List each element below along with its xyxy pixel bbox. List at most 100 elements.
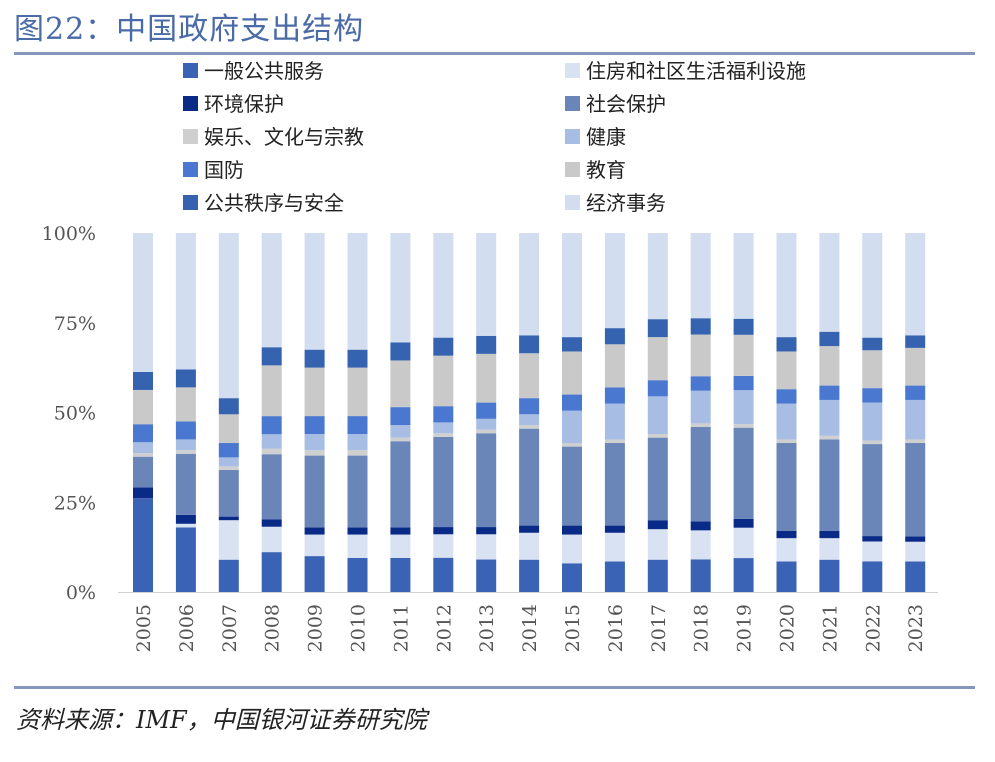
bar-segment-2005-5	[133, 442, 153, 454]
bar-stack-2008	[261, 233, 282, 592]
bar-segment-2012-6	[433, 406, 454, 423]
bar-segment-2007-0	[218, 559, 239, 592]
bar-segment-2006-3	[175, 453, 196, 515]
bar-segment-2016-7	[604, 344, 625, 388]
bar-segment-2011-3	[390, 441, 411, 528]
bar-stack-2023	[905, 233, 926, 592]
bar-segment-2022-6	[862, 388, 883, 403]
bar-segment-2010-1	[347, 534, 368, 558]
y-axis: 0% 25% 50% 75% 100%	[42, 223, 938, 604]
bar-segment-2018-9	[690, 233, 711, 319]
bar-segment-2011-4	[390, 437, 411, 442]
bar-segment-2010-2	[347, 527, 368, 535]
bar-segment-2023-7	[905, 347, 926, 386]
source-note: 资料来源：IMF，中国银河证券研究院	[16, 706, 427, 734]
bar-segment-2006-6	[175, 421, 196, 440]
bar-segment-2009-6	[304, 416, 325, 435]
bar-segment-2006-4	[175, 450, 196, 454]
x-tick-label-2008: 2008	[262, 604, 284, 652]
legend-swatch-6	[183, 162, 198, 177]
bar-segment-2018-5	[690, 390, 711, 424]
legend-label-4: 娱乐、文化与宗教	[204, 125, 364, 149]
bar-segment-2019-7	[733, 334, 754, 376]
legend-label-7: 教育	[586, 158, 626, 182]
bar-segment-2014-3	[519, 428, 540, 526]
bar-segment-2013-3	[476, 433, 497, 528]
bar-segment-2021-0	[819, 559, 840, 592]
bar-segment-2020-5	[776, 403, 797, 440]
bar-segment-2022-3	[862, 444, 883, 537]
bar-segment-2018-8	[690, 318, 711, 335]
bar-stack-2007	[218, 233, 239, 592]
bar-segment-2015-8	[562, 337, 582, 352]
bar-stack-2016	[604, 233, 625, 592]
bar-segment-2006-9	[175, 233, 196, 370]
bar-segment-2008-2	[261, 519, 282, 527]
bar-segment-2013-6	[476, 402, 497, 419]
bar-segment-2013-8	[476, 335, 497, 354]
bar-segment-2015-1	[562, 534, 582, 564]
legend-swatch-5	[565, 129, 580, 144]
bar-segment-2014-4	[519, 425, 540, 429]
bar-segment-2016-1	[604, 532, 625, 562]
bar-segment-2014-2	[519, 525, 540, 533]
bar-segment-2008-3	[261, 454, 282, 520]
y-tick-label-3: 75%	[54, 313, 96, 335]
bar-segment-2015-2	[562, 525, 582, 535]
legend-label-3: 社会保护	[586, 92, 666, 116]
bar-segment-2013-5	[476, 418, 497, 430]
x-tick-label-2006: 2006	[176, 604, 198, 652]
bar-segment-2023-5	[905, 399, 926, 440]
bar-segment-2010-4	[347, 450, 368, 456]
bar-segment-2006-0	[175, 527, 196, 592]
x-tick-label-2019: 2019	[734, 604, 756, 652]
bar-segment-2010-8	[347, 349, 368, 368]
bar-segment-2014-5	[519, 414, 540, 426]
legend-label-8: 公共秩序与安全	[204, 191, 344, 215]
y-tick-label-1: 25%	[54, 492, 96, 514]
bar-segment-2017-2	[647, 520, 668, 530]
bar-segment-2014-1	[519, 532, 540, 560]
bar-segment-2018-2	[690, 521, 711, 531]
bar-segment-2010-7	[347, 367, 368, 417]
bar-segment-2021-6	[819, 385, 840, 400]
bar-segment-2007-9	[218, 233, 239, 399]
bar-segment-2022-1	[862, 541, 883, 562]
bar-segment-2023-2	[905, 536, 926, 542]
bar-segment-2016-6	[604, 387, 625, 404]
bar-segment-2015-5	[562, 410, 582, 444]
bar-segment-2020-6	[776, 389, 797, 404]
legend-swatch-4	[183, 129, 198, 144]
legend-swatch-3	[565, 96, 580, 111]
bar-segment-2009-4	[304, 450, 325, 456]
x-tick-label-2017: 2017	[648, 604, 670, 652]
bar-segment-2011-5	[390, 425, 411, 438]
bar-segment-2020-7	[776, 351, 797, 390]
bar-segment-2006-2	[175, 514, 196, 524]
bar-segment-2021-5	[819, 399, 840, 436]
legend-label-2: 环境保护	[204, 92, 284, 116]
x-tick-label-2009: 2009	[305, 604, 327, 652]
bar-segment-2020-1	[776, 538, 797, 562]
bar-segment-2010-5	[347, 434, 368, 451]
bar-segment-2015-6	[562, 394, 582, 411]
bar-segment-2022-5	[862, 402, 883, 441]
bar-segment-2013-9	[476, 233, 497, 336]
bar-segment-2006-8	[175, 369, 196, 388]
bar-segment-2005-7	[133, 389, 153, 425]
bar-stack-2009	[304, 233, 325, 592]
bar-segment-2008-4	[261, 448, 282, 455]
x-tick-label-2018: 2018	[691, 604, 713, 652]
bar-segment-2009-8	[304, 349, 325, 368]
bar-segment-2008-1	[261, 526, 282, 553]
bar-segment-2007-4	[218, 466, 239, 470]
bar-segment-2019-5	[733, 390, 754, 425]
bar-stack-2014	[519, 233, 540, 592]
bar-segment-2017-4	[647, 434, 668, 438]
bar-segment-2013-4	[476, 429, 497, 434]
bar-segment-2016-2	[604, 525, 625, 533]
bar-segment-2016-3	[604, 443, 625, 526]
bar-segment-2008-6	[261, 416, 282, 435]
bar-segment-2022-7	[862, 350, 883, 389]
